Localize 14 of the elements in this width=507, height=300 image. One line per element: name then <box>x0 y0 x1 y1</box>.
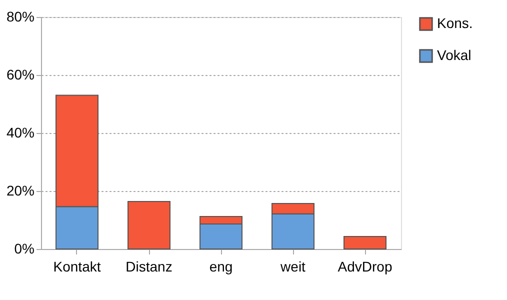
legend-label: Vokal <box>437 47 472 63</box>
bar <box>128 200 170 250</box>
y-tick-label: 20% <box>6 182 34 198</box>
x-tick-label: Kontakt <box>53 258 101 274</box>
x-tick-label: eng <box>209 258 233 274</box>
x-tick-label: weit <box>280 258 306 274</box>
y-tick-label: 60% <box>6 66 34 82</box>
y-tick-label: 0% <box>14 240 34 256</box>
y-tick-label: 40% <box>6 124 34 140</box>
y-tick-label: 80% <box>6 8 34 24</box>
x-tick-label: AdvDrop <box>338 258 392 274</box>
x-tick-label: Distanz <box>126 258 172 274</box>
bar <box>344 236 386 250</box>
legend-label: Kons. <box>437 15 473 31</box>
